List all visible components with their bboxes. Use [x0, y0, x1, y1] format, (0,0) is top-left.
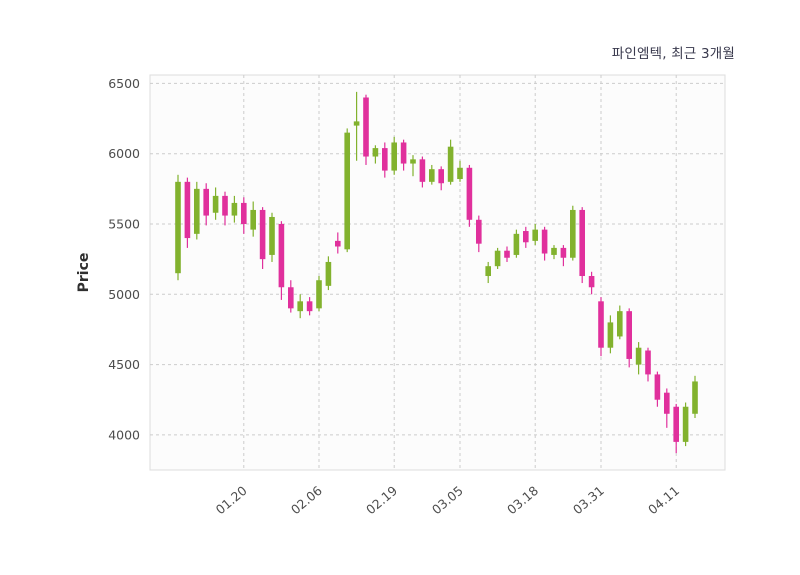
- candle-body: [231, 202, 238, 216]
- candle-body: [494, 250, 501, 267]
- candle-body: [278, 224, 285, 288]
- candle-body: [372, 148, 379, 157]
- y-tick-label: 5000: [108, 287, 140, 302]
- y-tick-label: 5500: [108, 217, 140, 232]
- candle-body: [316, 280, 322, 309]
- candle-body: [645, 350, 651, 375]
- y-tick-label: 4000: [108, 427, 140, 442]
- x-tick-label: 03.31: [570, 483, 607, 518]
- candle-body: [532, 229, 538, 241]
- candle-body: [635, 347, 642, 365]
- candle-body: [541, 229, 548, 254]
- candle-body: [673, 406, 679, 442]
- candle-body: [607, 322, 614, 348]
- candle-body: [551, 247, 557, 255]
- candle-body: [560, 247, 567, 258]
- x-tick-label: 02.06: [288, 483, 325, 518]
- y-tick-label: 6500: [108, 76, 140, 91]
- candle-body: [297, 301, 303, 312]
- candle-body: [212, 195, 219, 213]
- candle-body: [513, 233, 520, 255]
- candle-body: [250, 209, 256, 230]
- candle-body: [363, 97, 369, 157]
- candle-body: [457, 167, 463, 180]
- candle-body: [523, 231, 529, 243]
- candle-body: [335, 240, 341, 247]
- candle-body: [682, 406, 689, 442]
- candle-body: [588, 276, 595, 288]
- x-tick-label: 01.20: [213, 483, 250, 518]
- candle-body: [419, 159, 426, 182]
- candle-body: [194, 188, 200, 234]
- candle-body: [579, 209, 585, 277]
- x-tick-label: 03.18: [504, 483, 541, 518]
- candle-body: [259, 209, 266, 260]
- candle-body: [626, 311, 632, 359]
- x-tick-label: 04.11: [645, 483, 682, 518]
- candle-body: [476, 219, 482, 244]
- candle-body: [429, 169, 435, 182]
- candle-body: [175, 181, 181, 274]
- candle-body: [400, 142, 407, 164]
- candle-body: [325, 261, 332, 286]
- candle-body: [306, 301, 313, 312]
- candle-body: [382, 148, 388, 171]
- candle-body: [438, 169, 444, 184]
- candle-body: [203, 188, 209, 216]
- plot-area: [149, 74, 726, 471]
- candle-body: [269, 216, 275, 255]
- candle-body: [222, 195, 228, 216]
- candle-body: [617, 311, 623, 337]
- candle-body: [288, 287, 294, 309]
- candle-body: [598, 301, 604, 348]
- y-tick-label: 4500: [108, 357, 140, 372]
- x-tick-label: 02.19: [363, 483, 400, 518]
- candle-body: [504, 250, 510, 258]
- candle-body: [353, 121, 360, 126]
- candle-body: [466, 167, 473, 220]
- candle-body: [391, 142, 397, 171]
- candle-body: [654, 374, 661, 400]
- candle-body: [485, 266, 491, 277]
- candle-body: [184, 181, 191, 239]
- candle-body: [241, 202, 247, 225]
- candle-body: [664, 392, 670, 414]
- y-tick-label: 6000: [108, 146, 140, 161]
- x-tick-label: 03.05: [429, 483, 466, 518]
- candle-body: [570, 209, 576, 258]
- candle-body: [344, 132, 350, 250]
- y-axis-label: Price: [76, 253, 92, 293]
- candle-body: [692, 381, 698, 414]
- candle-body: [447, 146, 454, 182]
- candle-body: [410, 159, 416, 164]
- chart-title: 파인엠텍, 최근 3개월: [611, 46, 735, 62]
